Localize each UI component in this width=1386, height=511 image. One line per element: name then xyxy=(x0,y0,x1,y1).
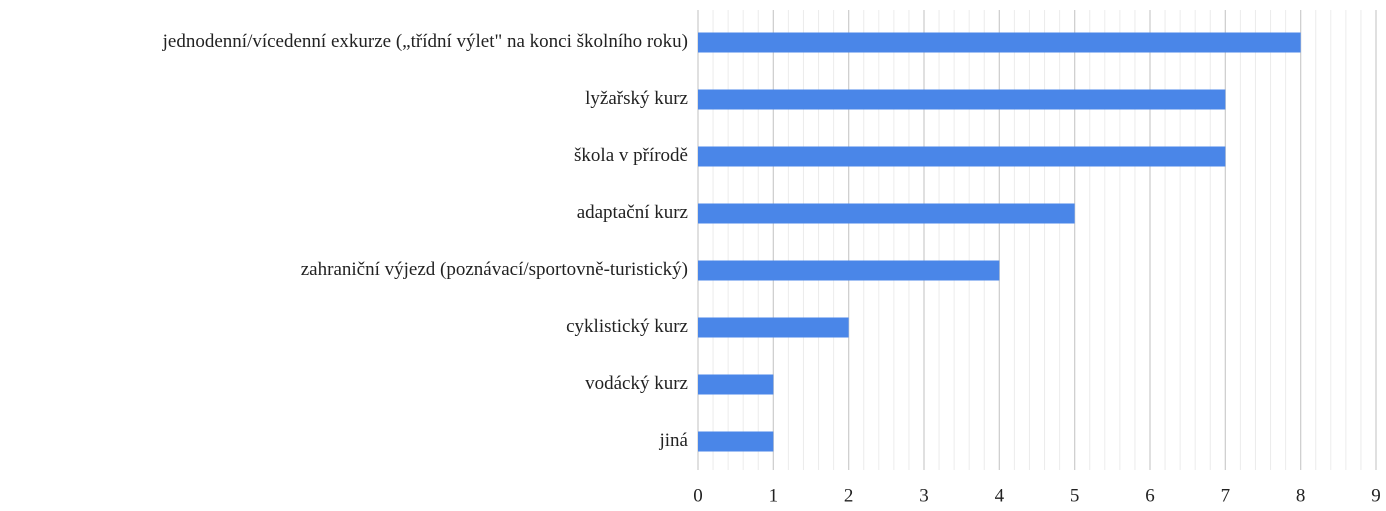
x-tick-label: 4 xyxy=(995,485,1005,506)
x-tick-label: 9 xyxy=(1371,485,1381,506)
bar xyxy=(698,374,774,395)
y-tick-label: škola v přírodě xyxy=(574,145,688,166)
y-tick-label: adaptační kurz xyxy=(577,202,688,223)
x-tick-label: 3 xyxy=(919,485,929,506)
y-tick-label: jednodenní/vícedenní exkurze („třídní vý… xyxy=(162,31,688,52)
x-tick-label: 7 xyxy=(1221,485,1231,506)
y-tick-label: lyžařský kurz xyxy=(585,88,688,109)
x-tick-label: 1 xyxy=(769,485,779,506)
x-tick-label: 2 xyxy=(844,485,854,506)
y-tick-label: zahraniční výjezd (poznávací/sportovně-t… xyxy=(301,259,688,280)
x-tick-label: 6 xyxy=(1145,485,1155,506)
bar xyxy=(698,32,1301,53)
bar xyxy=(698,203,1075,224)
y-tick-label: cyklistický kurz xyxy=(566,316,688,337)
bar xyxy=(698,431,774,452)
x-tick-label: 5 xyxy=(1070,485,1080,506)
x-tick-label: 0 xyxy=(693,485,703,506)
x-tick-label: 8 xyxy=(1296,485,1306,506)
bar xyxy=(698,260,1000,281)
y-tick-label: vodácký kurz xyxy=(585,373,688,394)
bar xyxy=(698,317,849,338)
y-tick-label: jiná xyxy=(659,430,689,451)
bar xyxy=(698,89,1226,110)
bar xyxy=(698,146,1226,167)
